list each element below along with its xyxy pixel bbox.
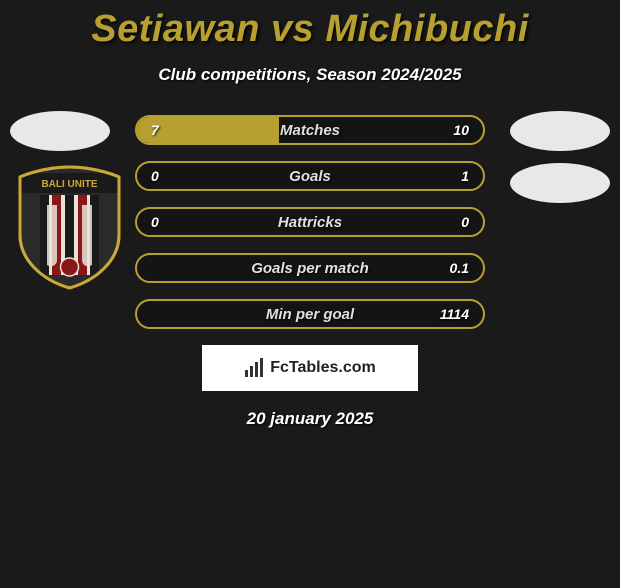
stat-value-right: 0 [461,209,469,235]
stats-table: 7 Matches 10 0 Goals 1 0 Hattricks 0 Goa… [135,115,485,329]
stat-row: 7 Matches 10 [135,115,485,145]
brand-logo: FcTables.com [244,358,376,378]
brand-box: FcTables.com [202,345,418,391]
page-subtitle: Club competitions, Season 2024/2025 [0,65,620,85]
player-left-avatar [10,111,110,151]
brand-text: FcTables.com [270,359,376,377]
stat-row: Min per goal 1114 [135,299,485,329]
stat-label: Goals [137,163,483,189]
bars-icon [244,358,266,378]
stat-value-right: 1114 [440,301,469,327]
stat-row: 0 Goals 1 [135,161,485,191]
player-left-club-crest: BALI UNITE [12,165,127,290]
stat-label: Goals per match [137,255,483,281]
date-label: 20 january 2025 [0,409,620,429]
player-right-avatar [510,111,610,151]
stat-label: Min per goal [137,301,483,327]
stat-row: 0 Hattricks 0 [135,207,485,237]
comparison-content: BALI UNITE 7 Matches 10 0 Goals [0,115,620,429]
svg-text:BALI UNITE: BALI UNITE [41,179,97,190]
player-right-club-badge [510,163,610,203]
stat-value-right: 0.1 [450,255,469,281]
page-title: Setiawan vs Michibuchi [0,8,620,51]
stat-label: Matches [137,117,483,143]
stat-value-right: 10 [453,117,469,143]
stat-label: Hattricks [137,209,483,235]
stat-row: Goals per match 0.1 [135,253,485,283]
stat-value-right: 1 [461,163,469,189]
